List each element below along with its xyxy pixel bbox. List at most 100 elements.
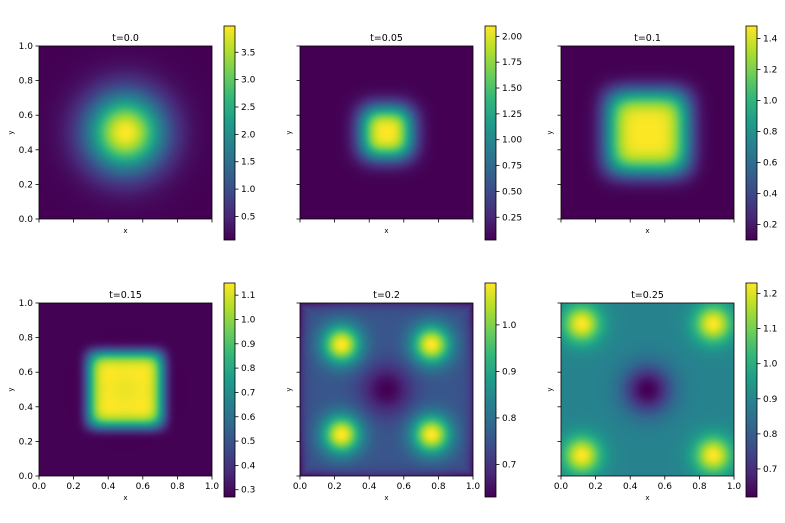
x-axis-label: x [384, 494, 388, 502]
colorbar-tick-label: 0.8 [763, 430, 778, 440]
colorbar-tick-label: 0.50 [502, 187, 522, 197]
y-tick-label: 1.0 [19, 42, 34, 52]
x-tick-label: 1.0 [466, 482, 481, 492]
axes-frame [38, 45, 213, 220]
colorbar-tick-label: 1.0 [763, 360, 778, 370]
colorbar [745, 282, 758, 498]
y-axis-label: y [546, 130, 554, 134]
colorbar [484, 282, 497, 498]
panel-title: t=0.05 [370, 33, 403, 44]
colorbar-tick-label: 0.9 [241, 340, 256, 350]
x-tick-label: 0.0 [554, 482, 569, 492]
x-tick-label: 0.2 [327, 482, 341, 492]
heatmap-panel: t=0.2 x y 0.0 0.2 0.4 0.6 0.8 1.0 0.7 0.8 0.9 1.0 [285, 282, 517, 502]
colorbar-tick-label: 0.6 [763, 158, 778, 168]
colorbar [223, 282, 236, 498]
colorbar-tick-label: 1.50 [502, 84, 522, 94]
x-axis-label: x [645, 227, 649, 235]
colorbar [484, 25, 497, 241]
colorbar [223, 25, 236, 241]
colorbar-tick-label: 0.9 [763, 395, 778, 405]
y-tick-label: 0.4 [19, 403, 34, 413]
y-tick-label: 0.0 [19, 215, 34, 225]
colorbar-tick-label: 0.2 [763, 220, 777, 230]
colorbar-tick-label: 1.2 [763, 65, 777, 75]
heatmap-panel: t=0.0 x y 0.0 0.2 0.4 0.6 0.8 1.0 0.5 1.0 1.5 2.0 2.5… [7, 25, 256, 241]
axes-frame [38, 302, 213, 477]
x-tick-label: 1.0 [727, 482, 742, 492]
colorbar-tick-label: 0.8 [502, 414, 517, 424]
y-tick-label: 0.2 [19, 180, 33, 190]
heatmap-image [561, 303, 734, 476]
colorbar-tick-label: 1.0 [502, 321, 517, 331]
colorbar-tick-label: 0.8 [763, 127, 778, 137]
colorbar-tick-label: 0.8 [241, 364, 256, 374]
heatmap-image [300, 303, 473, 476]
x-tick-label: 0.4 [362, 482, 377, 492]
x-axis-label: x [123, 494, 127, 502]
colorbar-tick-label: 1.0 [241, 185, 256, 195]
axes-frame [560, 45, 735, 220]
x-tick-label: 0.8 [692, 482, 707, 492]
heatmap-panel: t=0.15 x y 0.00.0 0.2 0.2 0.4 0.4 0.6 0.6 0.8 0.8 1.… [7, 282, 256, 502]
y-tick-label: 0.4 [19, 146, 34, 156]
y-axis-label: y [285, 130, 293, 134]
colorbar-tick-label: 1.00 [502, 136, 522, 146]
colorbar-tick-label: 1.2 [763, 290, 777, 300]
colorbar-tick-label: 3.0 [241, 76, 256, 86]
heatmap-panel: t=0.1 x y 0.2 0.4 0.6 0.8 1.0 1.2 1.4 [546, 25, 778, 241]
x-tick-label: 0.0 [32, 482, 47, 492]
panel-title: t=0.1 [634, 33, 661, 44]
x-tick-label: 0.4 [101, 482, 116, 492]
x-axis-label: x [123, 227, 127, 235]
colorbar-tick-label: 0.5 [241, 212, 255, 222]
x-tick-label: 1.0 [205, 482, 220, 492]
axes-frame [560, 302, 735, 477]
x-tick-label: 0.2 [66, 482, 80, 492]
colorbar-tick-label: 1.4 [763, 34, 778, 44]
colorbar-tick-label: 0.25 [502, 213, 522, 223]
x-axis-label: x [384, 227, 388, 235]
x-tick-label: 0.8 [431, 482, 446, 492]
colorbar-tick-label: 1.0 [241, 315, 256, 325]
colorbar [745, 25, 758, 241]
colorbar-tick-label: 0.3 [241, 486, 255, 496]
colorbar-tick-label: 1.0 [763, 96, 778, 106]
colorbar-tick-label: 1.5 [241, 158, 255, 168]
y-tick-label: 0.8 [19, 77, 34, 87]
y-tick-label: 0.6 [19, 111, 34, 121]
heatmap-panel: t=0.05 x y 0.25 0.50 0.75 1.00 1.25 1.50 1.75 2.00 [285, 25, 522, 241]
colorbar-tick-label: 1.25 [502, 110, 522, 120]
panel-title: t=0.0 [112, 33, 139, 44]
x-tick-label: 0.6 [136, 482, 151, 492]
heatmap-image [561, 46, 734, 219]
heatmap-panel: t=0.25 x y 0.0 0.2 0.4 0.6 0.8 1.0 0.7 0.8 0.9 1.0 1.… [546, 282, 778, 502]
x-tick-label: 0.0 [293, 482, 308, 492]
y-axis-label: y [285, 387, 293, 391]
colorbar-tick-label: 0.4 [241, 461, 256, 471]
colorbar-tick-label: 0.7 [502, 460, 516, 470]
colorbar-tick-label: 3.5 [241, 48, 255, 58]
colorbar-tick-label: 0.9 [502, 367, 517, 377]
colorbar-tick-label: 0.5 [241, 437, 255, 447]
x-tick-label: 0.8 [170, 482, 185, 492]
y-axis-label: y [7, 387, 15, 391]
x-tick-label: 0.4 [623, 482, 638, 492]
heatmap-image [300, 46, 473, 219]
colorbar-tick-label: 0.4 [763, 189, 778, 199]
panel-title: t=0.25 [631, 290, 664, 301]
colorbar-tick-label: 2.00 [502, 32, 522, 42]
x-axis-label: x [645, 494, 649, 502]
colorbar-tick-label: 1.75 [502, 58, 522, 68]
y-axis-label: y [546, 387, 554, 391]
x-tick-label: 0.6 [658, 482, 673, 492]
axes-frame [299, 302, 474, 477]
axes-frame [299, 45, 474, 220]
colorbar-tick-label: 2.5 [241, 103, 255, 113]
colorbar-tick-label: 1.1 [241, 291, 255, 301]
y-tick-label: 0.2 [19, 437, 33, 447]
x-tick-label: 0.2 [588, 482, 602, 492]
colorbar-tick-label: 0.7 [241, 388, 255, 398]
panel-title: t=0.15 [109, 290, 142, 301]
